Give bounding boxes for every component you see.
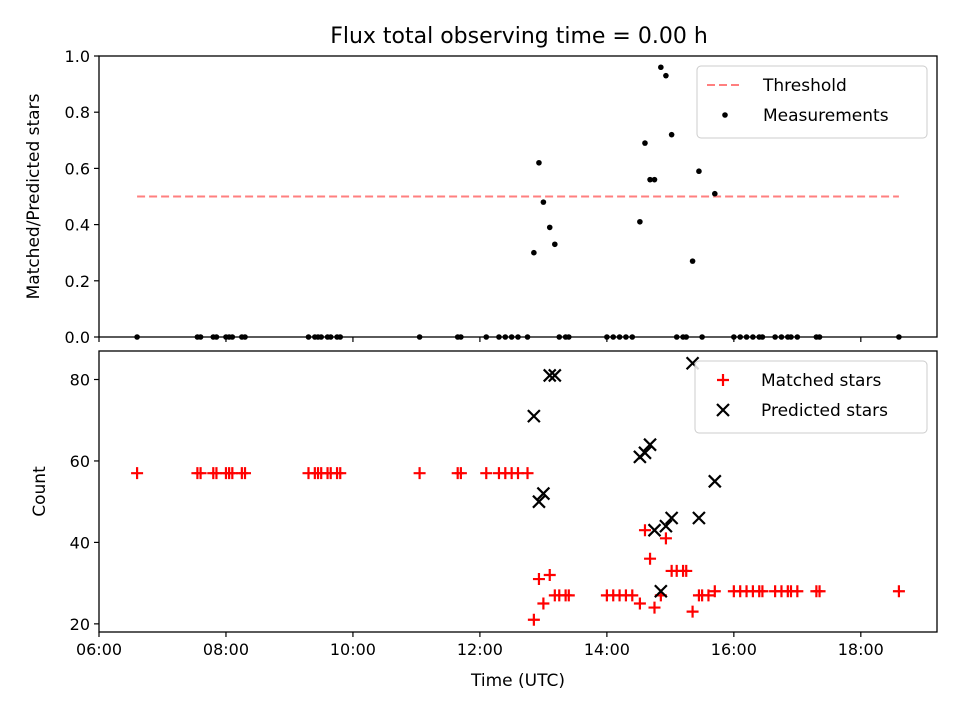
ratio-panel: 0.0 0.2 0.4 0.6 0.8 1.0 Matched/Predicted star… <box>24 47 938 347</box>
y-axis-label: Matched/Predicted stars <box>24 93 44 299</box>
data-point <box>647 176 653 183</box>
y-tick-label: 20 <box>70 615 90 634</box>
data-point <box>654 584 668 599</box>
data-point <box>659 519 673 533</box>
data-point <box>531 249 537 256</box>
data-point <box>239 467 252 480</box>
legend-box <box>696 65 928 139</box>
data-point <box>648 601 661 614</box>
data-point <box>540 199 547 205</box>
legend-marker <box>716 403 730 417</box>
y-tick-label: 0.8 <box>65 103 90 122</box>
data-point <box>527 613 540 626</box>
data-point <box>680 564 693 577</box>
series-matched-stars <box>131 467 905 626</box>
data-point <box>664 511 679 525</box>
data-point <box>536 159 542 166</box>
legend: Threshold Measurements <box>696 65 928 139</box>
data-point <box>194 467 207 480</box>
data-point <box>813 585 826 598</box>
data-point <box>543 568 556 581</box>
series-predicted-stars <box>527 356 722 599</box>
chart-title: Flux total observing time = 0.00 h <box>330 24 708 49</box>
data-point <box>659 532 672 545</box>
data-point <box>668 131 675 138</box>
data-point <box>542 368 557 383</box>
data-point <box>527 409 541 423</box>
legend-label: Matched stars <box>761 371 881 391</box>
data-point <box>537 597 550 610</box>
x-axis-label: Time (UTC) <box>470 671 565 691</box>
x-tick-label: 10:00 <box>330 640 376 659</box>
axes-frame <box>98 55 938 338</box>
legend-label: Threshold <box>762 76 847 96</box>
x-tick-label: 18:00 <box>838 640 884 659</box>
data-point <box>638 524 651 537</box>
data-point <box>552 241 558 248</box>
data-point <box>536 486 551 501</box>
x-tick-label: 08:00 <box>203 640 249 659</box>
y-tick-label: 60 <box>70 452 90 471</box>
data-point <box>480 467 493 480</box>
data-point <box>892 585 905 598</box>
legend-marker <box>722 112 728 118</box>
count-panel: 06:00 08:00 10:00 12:00 14:00 16:00 18:00 20 40 6… <box>30 350 938 691</box>
legend-box <box>694 360 928 434</box>
y-tick-label: 0.6 <box>65 159 90 178</box>
data-point <box>642 140 648 146</box>
data-point <box>521 467 534 480</box>
y-tick-label: 1.0 <box>65 47 90 66</box>
data-point <box>413 467 426 480</box>
data-point <box>708 585 721 598</box>
data-point <box>562 589 575 602</box>
x-tick-label: 14:00 <box>584 640 630 659</box>
x-tick-label: 16:00 <box>711 640 757 659</box>
data-point <box>708 474 722 489</box>
data-point <box>689 258 696 264</box>
data-point <box>643 437 657 452</box>
data-point <box>454 467 467 480</box>
y-axis-label: Count <box>30 466 50 517</box>
x-tick-label: 12:00 <box>457 640 503 659</box>
legend: Matched stars Predicted stars <box>694 360 928 434</box>
data-point <box>532 573 545 586</box>
data-point <box>638 446 652 460</box>
data-point <box>546 224 553 231</box>
legend-label: Measurements <box>763 106 889 126</box>
axes-frame <box>98 350 938 633</box>
data-point <box>644 552 657 565</box>
y-tick-label: 0.2 <box>65 272 90 291</box>
data-point <box>647 523 662 537</box>
data-point <box>651 176 658 183</box>
data-point <box>131 467 144 480</box>
data-point <box>712 190 718 197</box>
data-point <box>658 64 664 71</box>
y-tick-label: 0.0 <box>65 328 90 347</box>
y-tick-label: 40 <box>70 533 90 552</box>
y-tick-label: 0.4 <box>65 216 90 235</box>
data-point <box>663 72 669 79</box>
series-measurements <box>134 64 902 340</box>
x-tick-label: 06:00 <box>76 640 122 659</box>
data-point <box>637 218 643 225</box>
data-point <box>756 585 769 598</box>
legend-marker <box>717 374 729 386</box>
data-point <box>626 589 639 602</box>
data-point <box>702 589 715 602</box>
data-point <box>791 585 804 598</box>
y-tick-label: 80 <box>70 371 90 390</box>
data-point <box>696 168 702 175</box>
data-point <box>532 494 546 509</box>
data-point <box>548 368 562 383</box>
data-point <box>686 605 699 618</box>
data-point <box>334 467 347 480</box>
data-point <box>692 511 706 525</box>
data-point <box>633 597 646 610</box>
legend-label: Predicted stars <box>761 401 888 421</box>
